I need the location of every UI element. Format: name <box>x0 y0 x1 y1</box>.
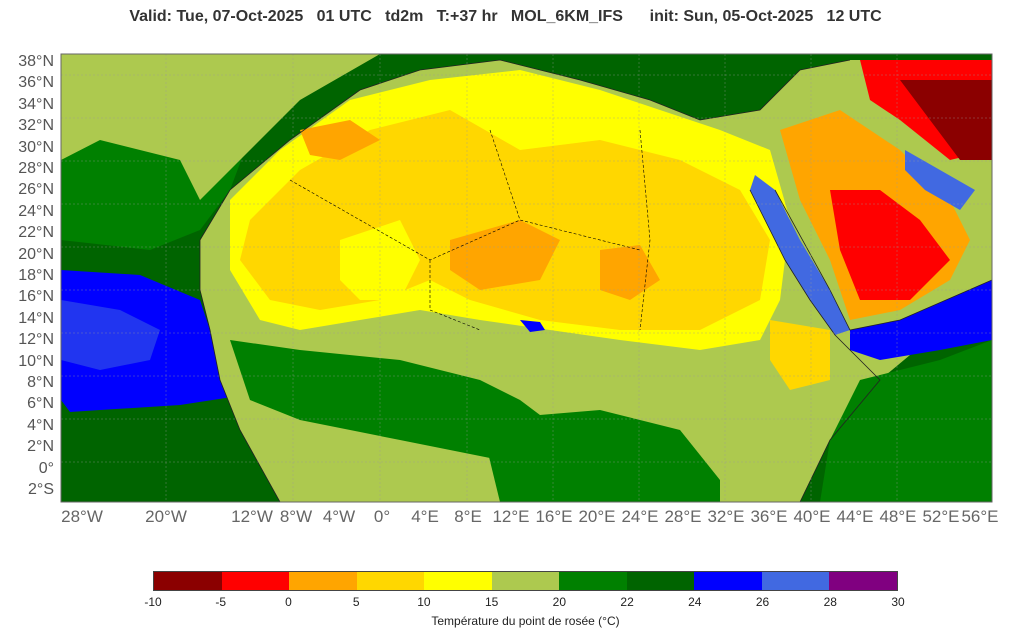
colorbar-tick-label: 10 <box>417 595 431 609</box>
lon-label: 24°E <box>621 507 659 526</box>
lat-label: 2°N <box>27 438 54 456</box>
lon-label: 20°W <box>145 507 187 526</box>
lat-label: 6°N <box>27 395 54 413</box>
ethiopia-yellow <box>770 320 830 390</box>
lat-label: 36°N <box>18 74 54 92</box>
lake-chad <box>520 320 545 332</box>
colorbar-tick-label: 5 <box>352 595 360 609</box>
lat-label: 4°N <box>27 416 54 434</box>
map-frame <box>60 53 993 503</box>
gridlines <box>61 54 992 502</box>
lat-label: 14°N <box>18 309 54 327</box>
lon-label: 4°E <box>411 507 439 526</box>
arabia-red <box>830 190 950 300</box>
lat-label: 16°N <box>18 288 54 306</box>
colorbar-segment <box>491 572 560 590</box>
lat-label: 28°N <box>18 160 54 177</box>
lat-label: 10°N <box>18 352 54 370</box>
lon-label: 28°E <box>664 507 702 526</box>
coastline-north <box>199 59 851 241</box>
border-2 <box>429 260 481 331</box>
lon-label: 8°W <box>279 507 313 526</box>
lon-label: 0° <box>373 507 391 526</box>
colorbar-tick-label: 15 <box>484 595 499 609</box>
border-4 <box>639 129 651 331</box>
atlantic-light-band <box>61 54 380 200</box>
lat-label: 38°N <box>18 53 54 70</box>
colorbar-segment <box>761 572 830 590</box>
colorbar <box>153 571 898 591</box>
colorbar-tick-label: 26 <box>755 595 770 609</box>
colorbar-segment <box>829 572 898 590</box>
coastline-west <box>199 240 281 502</box>
lon-label: 8°E <box>454 507 482 526</box>
colorbar-tick-label: 28 <box>823 595 837 609</box>
colorbar-tick-label: 0 <box>285 595 292 609</box>
lat-label: 8°N <box>27 374 54 391</box>
colorbar-segment <box>154 572 222 590</box>
guinea-green <box>230 340 560 460</box>
colorbar-segment <box>694 572 762 590</box>
lon-label: 4°W <box>322 507 356 526</box>
lat-label: 32°N <box>18 117 54 135</box>
colorbar-tick-label: 22 <box>620 595 634 609</box>
lat-label: 24°N <box>18 202 54 220</box>
lat-label: 22°N <box>18 224 54 242</box>
lon-label: 48°E <box>879 507 917 526</box>
iran-darkred <box>900 80 992 160</box>
lat-label: 30°N <box>18 138 54 156</box>
lon-label: 36°E <box>750 507 788 526</box>
colorbar-segment <box>289 572 357 590</box>
lat-label: 12°N <box>18 331 54 349</box>
border-3 <box>489 129 521 221</box>
lon-label: 20°E <box>578 507 616 526</box>
colorbar-segment <box>626 572 695 590</box>
colorbar-title: Température du point de rosée (°C) <box>431 614 620 628</box>
colorbar-tick-label: -5 <box>215 595 227 609</box>
lat-label: 0° <box>38 459 54 477</box>
colorbar-segment <box>559 572 627 590</box>
colorbar-tick-label: 30 <box>891 595 905 609</box>
coastline-arabia <box>774 189 992 331</box>
lon-label: 44°E <box>836 507 874 526</box>
lon-label: 16°E <box>535 507 573 526</box>
east-africa-green <box>820 340 992 502</box>
lat-label: 2°S <box>28 481 54 498</box>
arabian-sea-blue <box>850 280 992 360</box>
lat-label: 26°N <box>18 181 54 199</box>
lon-label: 28°W <box>61 507 103 526</box>
sahara-orange-2 <box>450 220 560 290</box>
lon-label: 12°W <box>231 507 273 526</box>
lon-label: 56°E <box>961 507 999 526</box>
red-sea <box>750 175 850 335</box>
lon-label: 52°E <box>922 507 960 526</box>
border-1 <box>289 179 641 261</box>
coastline-redsea <box>749 189 881 502</box>
congo-green <box>480 410 720 502</box>
lat-label: 20°N <box>18 245 54 263</box>
colorbar-tick-label: -10 <box>144 595 162 609</box>
lat-label: 34°N <box>18 95 54 113</box>
colorbar-tick-label: 20 <box>552 595 567 609</box>
map-title: Valid: Tue, 07-Oct-2025 01 UTC td2m T:+3… <box>129 8 882 25</box>
lat-label: 18°N <box>18 267 54 284</box>
colorbar-segment <box>424 572 492 590</box>
lon-label: 12°E <box>492 507 530 526</box>
lon-label: 32°E <box>707 507 745 526</box>
lon-label: 40°E <box>793 507 831 526</box>
persian-gulf <box>905 150 975 210</box>
sahara-orange-1 <box>300 120 380 160</box>
colorbar-tick-label: 24 <box>688 595 702 609</box>
colorbar-segment <box>356 572 425 590</box>
atlantic-royal-patch <box>61 300 160 370</box>
colorbar-segment <box>221 572 290 590</box>
